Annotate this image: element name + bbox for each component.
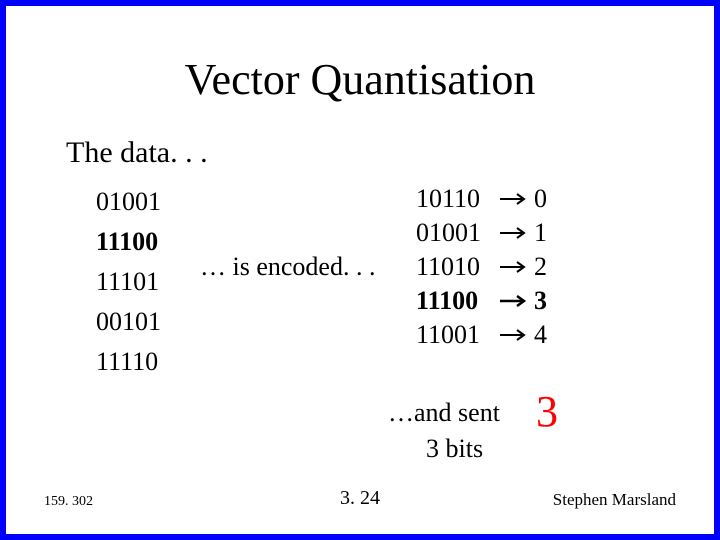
codebook-row: 11010 2 [416,250,558,284]
codeword: 10110 [416,184,494,214]
arrow-icon [494,227,534,239]
bits-label: 3 bits [426,434,483,464]
data-item: 11101 [96,262,161,302]
codebook-row: 11100 3 [416,284,558,318]
code-value: 0 [534,184,558,214]
code-value: 2 [534,252,558,282]
data-item: 00101 [96,302,161,342]
data-column: 01001 11100 11101 00101 11110 [96,182,161,382]
codebook-row: 01001 1 [416,216,558,250]
slide-title: Vector Quantisation [6,54,714,105]
codeword: 01001 [416,218,494,248]
slide-frame: Vector Quantisation The data. . . 01001 … [0,0,720,540]
code-value: 3 [534,286,558,316]
codebook-table: 10110 0 01001 1 11010 2 11100 3 [416,182,558,352]
data-item: 11110 [96,342,161,382]
subtitle-the-data: The data. . . [66,136,208,170]
encoded-label: … is encoded. . . [200,252,375,282]
sent-code-value: 3 [536,386,558,437]
arrow-icon [494,261,534,273]
data-item: 11100 [96,222,161,262]
code-value: 4 [534,320,558,350]
arrow-icon [494,193,534,205]
footer-author: Stephen Marsland [553,490,676,510]
code-value: 1 [534,218,558,248]
codeword: 11100 [416,286,494,316]
and-sent-label: …and sent [388,398,500,428]
codebook-row: 11001 4 [416,318,558,352]
codeword: 11001 [416,320,494,350]
data-item: 01001 [96,182,161,222]
codebook-row: 10110 0 [416,182,558,216]
codeword: 11010 [416,252,494,282]
arrow-icon [494,295,534,307]
arrow-icon [494,329,534,341]
